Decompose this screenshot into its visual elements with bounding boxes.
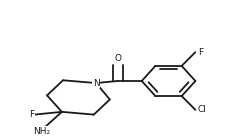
Text: F: F	[198, 48, 203, 57]
Text: NH₂: NH₂	[33, 127, 50, 136]
Text: N: N	[93, 79, 100, 88]
Text: F: F	[29, 110, 34, 119]
Text: O: O	[114, 54, 121, 63]
Text: Cl: Cl	[198, 105, 207, 114]
